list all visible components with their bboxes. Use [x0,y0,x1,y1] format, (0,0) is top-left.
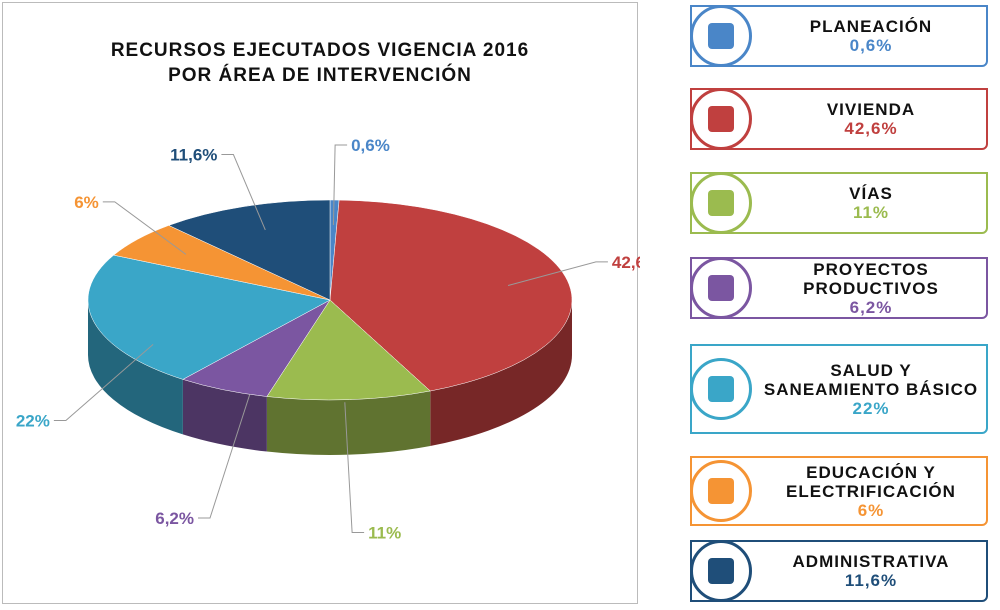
legend-item: EDUCACIÓN Y ELECTRIFICACIÓN 6% [690,456,988,526]
chart-title: RECURSOS EJECUTADOS VIGENCIA 2016 POR ÁR… [110,40,530,86]
legend-value: 6% [857,500,885,520]
data-label: 11% [368,524,401,543]
data-label: 0,6% [351,136,390,155]
legend-name: PROYECTOS PRODUCTIVOS [803,259,939,298]
legend-text: VIVIENDA 42,6% [762,90,980,148]
leader-line [102,201,187,255]
legend-icon [690,358,752,420]
leader-line [507,261,608,286]
legend-icon [690,5,752,67]
data-label: 11,6% [170,146,217,165]
slice-side [266,391,431,456]
legend-name: VIVIENDA [826,100,916,119]
legend-name: EDUCACIÓN Y ELECTRIFICACIÓN [786,462,956,501]
pie-sides [88,300,572,456]
icon-glyph [708,376,734,402]
data-label: 6% [74,193,99,212]
legend-text: PROYECTOS PRODUCTIVOS 6,2% [762,259,980,317]
legend-icon [690,172,752,234]
icon-glyph [708,558,734,584]
icon-glyph [708,190,734,216]
legend-name: VÍAS [849,184,893,203]
legend-icon [690,257,752,319]
legend-item: VÍAS 11% [690,172,988,234]
legend-value: 6,2% [849,297,893,317]
legend-value: 42,6% [844,119,898,138]
legend-text: SALUD Y SANEAMIENTO BÁSICO 22% [762,346,980,432]
slice-side [88,300,183,435]
legend-icon [690,540,752,602]
chart-area [2,2,638,604]
legend-name: PLANEACIÓN [809,17,933,36]
slice [329,199,573,392]
legend-text: ADMINISTRATIVA 11,6% [762,542,980,600]
data-label: 6,2% [155,509,194,528]
legend-value: 11% [852,203,890,222]
legend-text: VÍAS 11% [762,174,980,232]
legend-name: SALUD Y SANEAMIENTO BÁSICO [763,360,979,399]
icon-glyph [708,275,734,301]
data-label: 22% [16,412,50,431]
slice [168,199,331,301]
chart: 0,6% 42,6% 11% 6,2% 22% 6% 11,6% [16,136,640,543]
legend-icon [690,460,752,522]
slice-side [182,379,267,452]
legend-item: ADMINISTRATIVA 11,6% [690,540,988,602]
legend-value: 22% [852,398,890,418]
legend-value: 11,6% [844,571,898,590]
legend-text: EDUCACIÓN Y ELECTRIFICACIÓN 6% [762,458,980,524]
leader-line [197,394,251,519]
legend-item: SALUD Y SANEAMIENTO BÁSICO 22% [690,344,988,434]
icon-glyph [708,106,734,132]
slice-side [430,300,572,447]
slice [266,299,431,401]
legend-value: 0,6% [849,36,893,55]
leader-line [53,343,154,422]
icon-glyph [708,23,734,49]
legend-item: PLANEACIÓN 0,6% [690,5,988,67]
legend-item: PROYECTOS PRODUCTIVOS 6,2% [690,257,988,319]
leader-line [344,402,365,534]
data-label: 42,6% [612,253,640,272]
leader-line [332,144,348,226]
legend-text: PLANEACIÓN 0,6% [762,7,980,65]
icon-glyph [708,478,734,504]
legend-item: VIVIENDA 42,6% [690,88,988,150]
legend-icon [690,88,752,150]
legend-name: ADMINISTRATIVA [792,552,950,571]
leader-line [221,154,266,231]
